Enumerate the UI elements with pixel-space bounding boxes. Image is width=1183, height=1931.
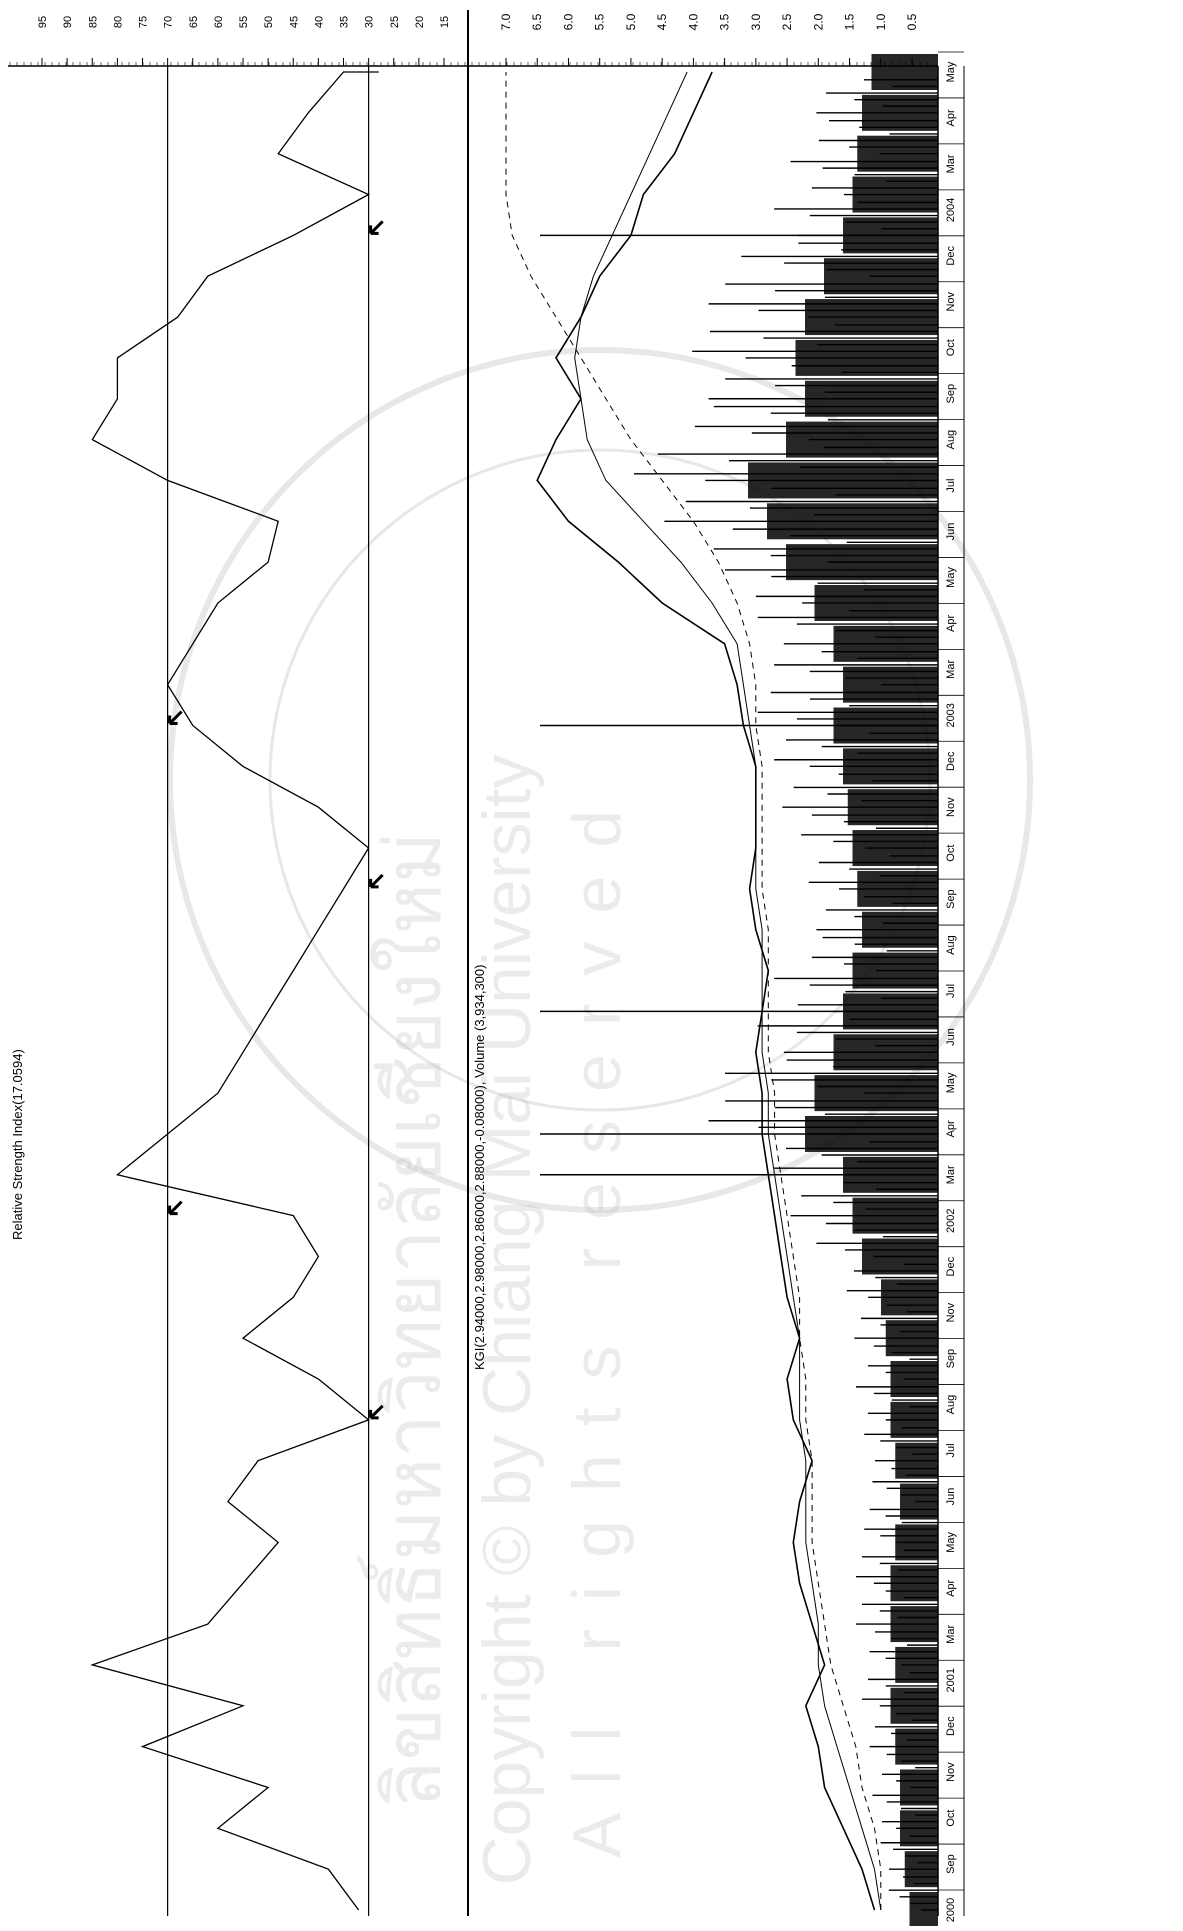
time-tick-label: 2001 [945,1668,957,1692]
time-tick-label: Aug [945,935,957,955]
rsi-tick-label: 55 [238,16,250,28]
price-tick-label: 5.0 [624,13,638,30]
rsi-panel-title: Relative Strength Index(17.0594) [10,1049,25,1240]
signal-arrows [168,220,384,1420]
time-tick-label: Nov [945,1762,957,1782]
rsi-tick-label: 65 [188,16,200,28]
time-tick-label: Jun [945,1488,957,1506]
time-tick-label: Jul [945,479,957,493]
time-tick-label: Jun [945,523,957,541]
time-tick-label: Sep [945,889,957,909]
rsi-tick-label: 20 [414,16,426,28]
watermark-thai: ลิขสิทธิ์มหาวิทยาลัยเชียงใหม่ [357,832,457,1809]
time-tick-label: 2002 [945,1209,957,1233]
time-tick-label: Sep [945,384,957,404]
time-tick-label: Dec [945,246,957,266]
moving-average-line [505,72,882,1910]
time-tick-label: May [945,1072,957,1093]
time-tick-label: Apr [945,1579,957,1596]
time-tick-label: Oct [945,845,957,862]
price-tick-label: 6.0 [561,13,575,30]
price-tick-label: 2.0 [811,13,825,30]
time-tick-label: Mar [945,1165,957,1184]
rsi-tick-label: 45 [288,16,300,28]
price-tick-label: 3.5 [718,13,732,30]
volume-bar [871,54,938,90]
time-tick-label: Nov [945,1302,957,1322]
rsi-y-axis: 95 90 85 80 75 70 65 60 55 50 45 40 35 30 25 20 15 [37,16,451,66]
price-tick-label: 0.5 [905,13,919,30]
watermark-rights: All rights reserved [559,782,635,1858]
time-tick-label: May [945,1532,957,1553]
rsi-tick-label: 25 [389,16,401,28]
signal-arrow-icon [168,710,183,726]
price-tick-label: 1.0 [874,13,888,30]
signal-arrow-icon [369,1404,384,1420]
time-tick-label: Oct [945,339,957,356]
time-tick-label: Apr [945,109,957,126]
rsi-line [90,71,379,1911]
time-tick-label: Mar [945,154,957,173]
price-tick-label: 4.5 [655,13,669,30]
time-axis: 2000 Sep Oct Nov Dec 2001 Mar Apr May Jun Jul Aug Se… [938,51,964,1922]
rsi-tick-label: 50 [263,16,275,28]
watermark-seal-outer [167,347,1033,1213]
rsi-tick-label: 85 [87,16,99,28]
price-tick-label: 6.5 [530,13,544,30]
moving-average-line [574,71,882,1911]
watermark: ลิขสิทธิ์มหาวิทยาลัยเชียงใหม่ Copyright … [357,755,635,1886]
time-tick-label: Apr [945,1120,957,1137]
price-tick-label: 4.0 [686,13,700,30]
rsi-reference-lines [167,66,370,1916]
time-tick-label: Sep [945,1854,957,1874]
time-tick-label: Oct [945,1810,957,1827]
rsi-tick-label: 30 [364,16,376,28]
watermark-copyright: Copyright © by Chiang Mai University [469,755,545,1886]
time-tick-label: Jul [945,984,957,998]
price-tick-label: 2.5 [780,13,794,30]
time-tick-label: Mar [945,660,957,679]
time-tick-label: Dec [945,751,957,771]
price-tick-label: 5.5 [593,13,607,30]
volume-bars [540,54,938,1928]
time-tick-label: Sep [945,1349,957,1369]
signal-arrow-icon [369,873,384,889]
rsi-tick-label: 40 [313,16,325,28]
time-tick-label: Aug [945,1395,957,1415]
rsi-tick-label: 35 [339,16,351,28]
time-tick-label: Nov [945,291,957,311]
price-tick-label: 3.0 [749,13,763,30]
price-tick-label: 7.0 [499,13,513,30]
signal-arrow-icon [168,1200,183,1216]
signal-arrow-icon [369,220,384,235]
time-tick-label: 2000 [945,1898,957,1922]
time-tick-label: 2004 [945,198,957,222]
rsi-tick-label: 70 [163,16,175,28]
rsi-tick-label: 60 [213,16,225,28]
time-tick-label: Jun [945,1028,957,1046]
time-tick-label: 2003 [945,703,957,727]
rsi-tick-label: 95 [37,16,49,28]
time-tick-label: May [945,567,957,588]
time-tick-label: Dec [945,1716,957,1736]
time-tick-label: Mar [945,1624,957,1643]
time-tick-label: Apr [945,615,957,632]
rsi-tick-label: 80 [112,16,124,28]
rsi-tick-label: 15 [439,16,451,28]
price-tick-label: 1.5 [843,13,857,30]
time-tick-label: Aug [945,430,957,450]
rsi-tick-label: 75 [138,16,150,28]
series-lines [90,71,882,1911]
time-tick-label: Jul [945,1443,957,1457]
time-tick-label: Dec [945,1256,957,1276]
time-tick-label: Nov [945,797,957,817]
price-line [536,71,876,1911]
time-tick-label: May [945,61,957,82]
rsi-tick-label: 90 [62,16,74,28]
price-panel-title: KGI(2.94000,2.98000,2.86000,2.88000,-0.0… [472,965,487,1370]
price-y-axis: 7.0 6.5 6.0 5.5 5.0 4.5 4.0 3.5 3.0 2.5 2.0 1.5 1.0 0… [9,13,928,66]
